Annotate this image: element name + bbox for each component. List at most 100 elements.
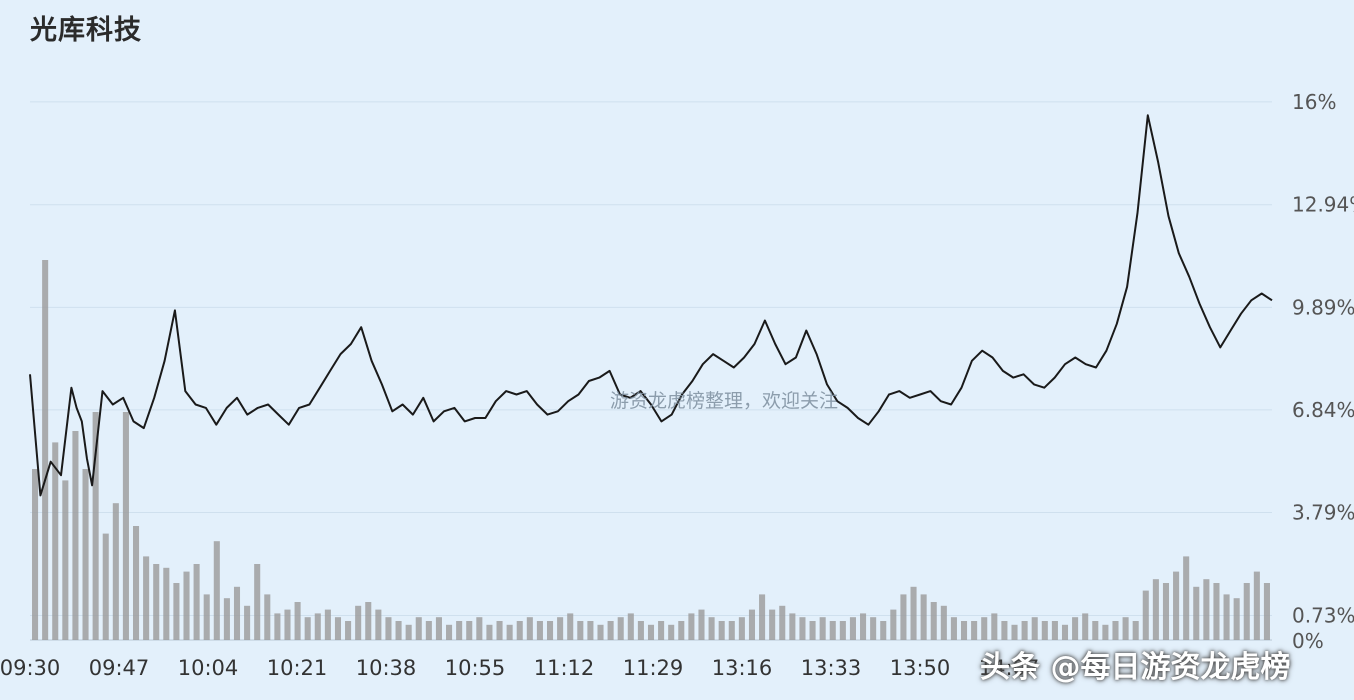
- volume-bar: [1092, 621, 1099, 640]
- volume-bar: [708, 617, 715, 640]
- x-tick-label: 10:04: [178, 656, 239, 680]
- volume-bar: [526, 617, 533, 640]
- volume-bar: [809, 621, 816, 640]
- volume-bar: [173, 583, 180, 640]
- volume-bar: [203, 594, 210, 640]
- volume-bar: [698, 609, 705, 640]
- volume-bar: [486, 624, 493, 640]
- volume-bar: [1051, 621, 1058, 640]
- volume-bar: [233, 586, 241, 640]
- volume-bar: [132, 526, 140, 640]
- volume-bar: [102, 533, 109, 640]
- volume-bar: [849, 617, 856, 640]
- volume-bar: [940, 605, 947, 640]
- volume-bar: [900, 594, 907, 640]
- volume-bar: [476, 617, 483, 640]
- volume-bar: [557, 617, 564, 640]
- volume-bar: [1102, 624, 1109, 640]
- volume-bar: [759, 594, 766, 640]
- volume-bar: [42, 260, 49, 640]
- y-tick-label: 12.94%: [1292, 193, 1354, 217]
- x-tick-label: 13:16: [712, 656, 773, 680]
- volume-bar: [829, 621, 836, 640]
- x-tick-label: 11:29: [623, 656, 684, 680]
- chart-title: 光库科技: [30, 15, 142, 46]
- volume-bar: [536, 621, 543, 640]
- volume-bar: [355, 605, 362, 640]
- volume-bar: [1061, 624, 1069, 640]
- volume-bar: [92, 412, 99, 640]
- volume-bar: [183, 571, 190, 640]
- x-tick-label: 10:21: [267, 656, 328, 680]
- x-tick-label: 09:47: [89, 656, 150, 680]
- volume-bar: [143, 556, 150, 640]
- volume-bar: [506, 624, 513, 640]
- volume-bar: [1243, 583, 1250, 640]
- volume-bar: [880, 621, 887, 640]
- volume-bar: [304, 617, 311, 640]
- volume-bar: [567, 613, 574, 640]
- volume-bar: [607, 621, 614, 640]
- volume-bar: [32, 469, 39, 640]
- volume-bar: [920, 594, 927, 640]
- volume-bar: [163, 567, 170, 640]
- volume-bar: [1233, 598, 1240, 640]
- volume-bar: [991, 613, 998, 640]
- volume-bar: [577, 621, 584, 640]
- volume-bar: [1162, 583, 1170, 640]
- volume-bar: [395, 621, 402, 640]
- y-tick-label: 9.89%: [1292, 295, 1354, 319]
- volume-bar: [193, 564, 200, 640]
- volume-bar: [668, 624, 675, 640]
- volume-bar: [385, 617, 392, 640]
- volume-bar: [345, 621, 352, 640]
- x-tick-label: 10:55: [445, 656, 506, 680]
- volume-bar: [890, 609, 897, 640]
- volume-bar: [1203, 579, 1210, 640]
- volume-bar: [425, 621, 432, 640]
- volume-bar: [860, 613, 867, 640]
- volume-bar: [254, 564, 261, 640]
- volume-bar: [839, 621, 846, 640]
- x-tick-label: 13:33: [801, 656, 862, 680]
- volume-bar: [456, 621, 463, 640]
- volume-bar: [516, 621, 523, 640]
- volume-bar: [1001, 621, 1008, 640]
- volume-bar: [637, 621, 644, 640]
- volume-bar: [274, 613, 281, 640]
- volume-bar: [1041, 621, 1048, 640]
- volume-bar: [213, 541, 220, 640]
- x-tick-label: 14:07: [979, 656, 1040, 680]
- volume-bar: [1082, 613, 1089, 640]
- y-tick-label: 3.79%: [1292, 501, 1354, 525]
- volume-bar: [405, 624, 412, 640]
- volume-bar: [910, 586, 917, 640]
- volume-bar: [819, 617, 826, 640]
- volume-bar: [1263, 583, 1270, 640]
- volume-bar: [446, 624, 453, 640]
- credit-text: 头条 @每日游资龙虎榜: [980, 650, 1291, 685]
- volume-bar: [112, 503, 119, 640]
- volume-bar: [284, 609, 291, 640]
- volume-bar: [971, 621, 978, 640]
- y-tick-label: 16%: [1292, 90, 1336, 114]
- volume-bar: [546, 621, 554, 640]
- volume-bar: [658, 621, 665, 640]
- volume-bar: [960, 621, 968, 640]
- volume-bar: [415, 617, 422, 640]
- volume-bar: [950, 617, 957, 640]
- volume-bar: [264, 594, 271, 640]
- volume-bar: [1132, 621, 1139, 640]
- volume-bar: [627, 613, 634, 640]
- volume-bar: [1193, 586, 1200, 640]
- volume-bar: [153, 564, 160, 640]
- volume-bar: [981, 617, 988, 640]
- x-tick-label: 13:50: [890, 656, 951, 680]
- volume-bar: [1072, 617, 1079, 640]
- volume-bar: [1142, 590, 1149, 640]
- volume-bar: [1011, 624, 1018, 640]
- volume-bar: [294, 602, 301, 640]
- volume-bar: [466, 621, 473, 640]
